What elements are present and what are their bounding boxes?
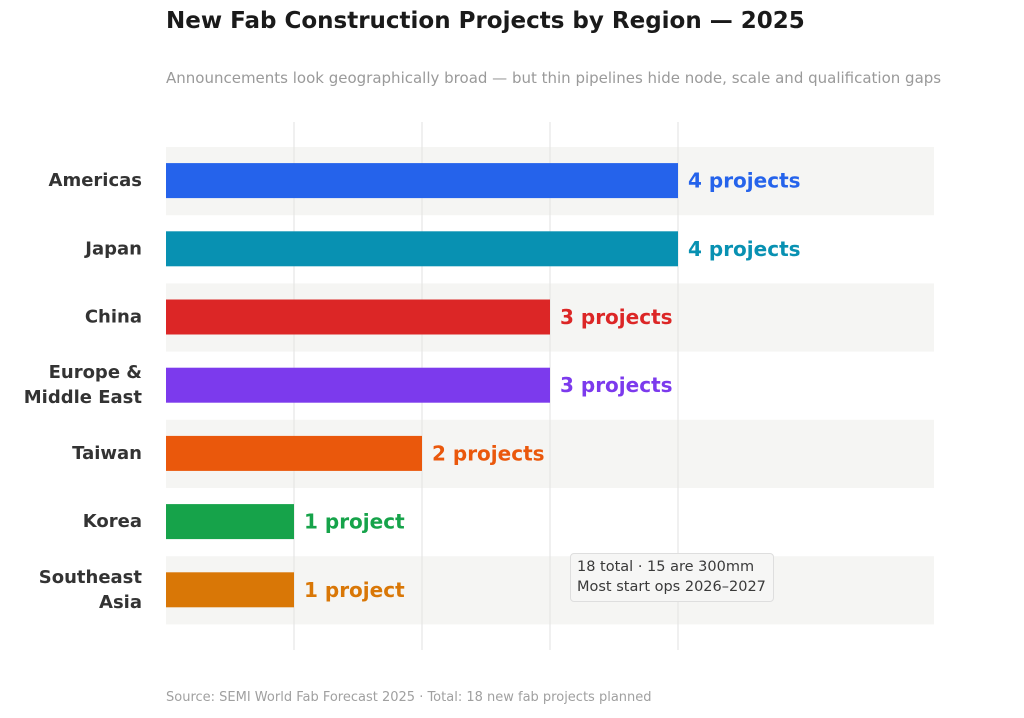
data-label: 3 projects xyxy=(560,305,673,329)
category-label: Americas xyxy=(49,170,142,191)
source-footer: Source: SEMI World Fab Forecast 2025 · T… xyxy=(166,690,652,705)
category-label: China xyxy=(85,307,142,328)
chart-subtitle: Announcements look geographically broad … xyxy=(166,69,942,87)
bar xyxy=(166,572,294,608)
chart-title: New Fab Construction Projects by Region … xyxy=(166,8,805,34)
category-label: Taiwan xyxy=(72,443,142,464)
category-label: Japan xyxy=(83,238,142,259)
category-label: Korea xyxy=(83,511,142,532)
data-label: 4 projects xyxy=(688,169,801,193)
category-label: Middle East xyxy=(24,387,143,408)
bar xyxy=(166,504,294,540)
category-label: Southeast xyxy=(39,567,143,588)
bar xyxy=(166,435,422,471)
data-label: 3 projects xyxy=(560,373,673,397)
data-label: 2 projects xyxy=(432,441,545,465)
category-label: Europe & xyxy=(49,362,142,383)
bar xyxy=(166,367,550,403)
data-label: 4 projects xyxy=(688,237,801,261)
data-label: 1 project xyxy=(304,510,405,534)
stats-line-1: 18 total · 15 are 300mm xyxy=(577,559,755,575)
data-label: 1 project xyxy=(304,578,405,602)
stats-line-2: Most start ops 2026–2027 xyxy=(577,579,766,595)
bar xyxy=(166,231,678,267)
category-label: Asia xyxy=(99,592,142,613)
bar xyxy=(166,163,678,199)
bar xyxy=(166,299,550,335)
stats-annotation-box: 18 total · 15 are 300mm Most start ops 2… xyxy=(570,553,774,602)
